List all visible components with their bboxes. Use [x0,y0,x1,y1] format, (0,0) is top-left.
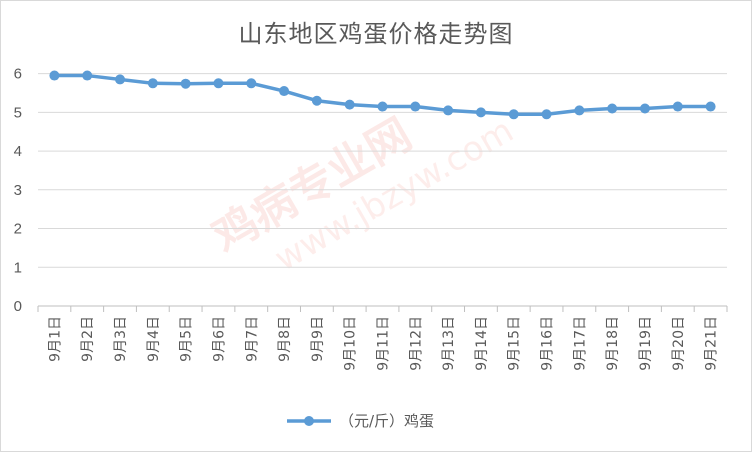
x-tick-label: 9月7日 [244,316,260,362]
y-tick-label: 2 [14,221,22,238]
legend-marker [304,416,314,426]
x-tick-label: 9月16日 [540,316,556,371]
x-tick-label: 9月3日 [113,316,129,362]
y-tick-label: 4 [14,143,22,160]
x-tick-label: 9月4日 [146,316,162,362]
x-tick-label: 9月17日 [572,316,588,371]
legend-label: （元/斤）鸡蛋 [339,412,434,430]
y-axis-ticks: 0 1 2 3 4 5 6 [14,66,22,315]
data-point [443,105,454,116]
data-point [574,105,585,116]
y-tick-label: 5 [14,104,22,121]
x-tick-label: 9月10日 [343,316,359,371]
data-point [82,70,93,81]
data-point [180,78,191,89]
x-tick-label: 9月6日 [211,316,227,362]
y-tick-label: 3 [14,182,22,199]
x-tick-label: 9月14日 [474,316,490,371]
data-point [508,109,519,120]
y-tick-label: 6 [14,66,22,83]
y-tick-label: 1 [14,259,22,276]
x-tick-label: 9月19日 [638,316,654,371]
y-tick-label: 0 [14,298,22,315]
x-tick-label: 9月13日 [441,316,457,371]
data-point [49,70,60,81]
data-point [279,86,290,97]
x-axis-ticks: 9月1日 9月2日 9月3日 9月4日 9月5日 9月6日 9月7日 9月8日 9月9日 9月10… [37,306,728,371]
x-tick-label: 9月8日 [277,316,293,362]
data-point [213,78,224,89]
data-point [705,101,716,112]
x-tick-label: 9月20日 [671,316,687,371]
x-tick-label: 9月21日 [704,316,720,371]
data-point [115,74,126,85]
data-point [541,109,552,120]
data-point [147,78,158,89]
x-tick-label: 9月9日 [310,316,326,362]
series-layer [49,70,716,120]
legend: （元/斤）鸡蛋 [287,412,434,430]
x-tick-label: 9月15日 [507,316,523,371]
data-point [311,95,322,106]
data-point [246,78,257,89]
chart-title: 山东地区鸡蛋价格走势图 [238,20,514,48]
data-point [344,99,355,110]
x-tick-label: 9月5日 [179,316,195,362]
x-tick-label: 9月11日 [376,316,392,371]
data-point [639,103,650,114]
data-point [672,101,683,112]
x-tick-label: 9月18日 [605,316,621,371]
x-tick-label: 9月2日 [80,316,96,362]
x-tick-label: 9月12日 [408,316,424,371]
data-point [410,101,421,112]
data-point [377,101,388,112]
data-point [607,103,618,114]
data-point [475,107,486,118]
x-tick-label: 9月1日 [47,316,63,362]
